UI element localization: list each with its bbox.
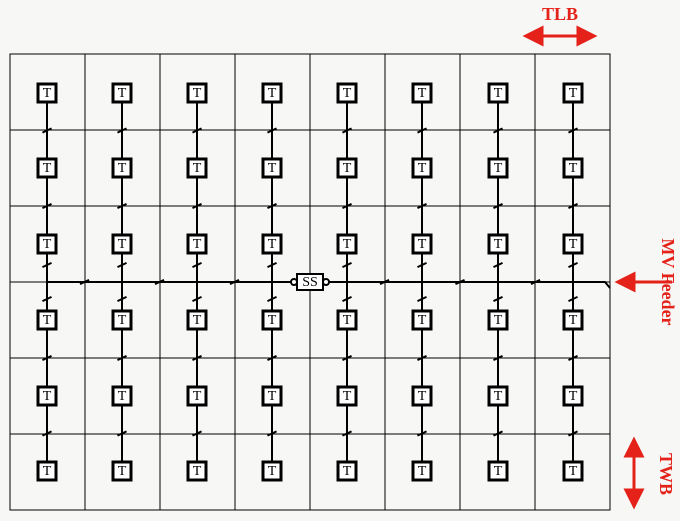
- turbine-label: T: [118, 313, 127, 328]
- turbine-label: T: [343, 464, 352, 479]
- turbine-label: T: [569, 161, 578, 176]
- turbine-label: T: [418, 161, 427, 176]
- turbine-label: T: [569, 389, 578, 404]
- turbine-label: T: [494, 313, 503, 328]
- turbine-label: T: [418, 237, 427, 252]
- turbine-label: T: [494, 161, 503, 176]
- turbine-label: T: [418, 464, 427, 479]
- turbine-label: T: [343, 86, 352, 101]
- turbine-label: T: [569, 86, 578, 101]
- ss-label: SS: [302, 275, 318, 290]
- turbine-label: T: [193, 464, 202, 479]
- turbine-label: T: [268, 313, 277, 328]
- turbine-label: T: [193, 86, 202, 101]
- turbine-label: T: [193, 161, 202, 176]
- turbine-label: T: [569, 464, 578, 479]
- turbine-label: T: [268, 161, 277, 176]
- turbine-label: T: [43, 464, 52, 479]
- turbine-label: T: [343, 161, 352, 176]
- turbine-label: T: [43, 161, 52, 176]
- turbine-label: T: [569, 313, 578, 328]
- turbine-label: T: [494, 237, 503, 252]
- turbine-label: T: [268, 237, 277, 252]
- turbine-label: T: [43, 389, 52, 404]
- turbine-label: T: [494, 389, 503, 404]
- turbine-label: T: [418, 313, 427, 328]
- turbine-label: T: [343, 237, 352, 252]
- turbine-label: T: [43, 86, 52, 101]
- turbine-label: T: [43, 313, 52, 328]
- turbine-label: T: [193, 237, 202, 252]
- turbine-label: T: [43, 237, 52, 252]
- turbine-label: T: [193, 313, 202, 328]
- turbine-label: T: [118, 464, 127, 479]
- turbine-label: T: [268, 464, 277, 479]
- turbine-label: T: [418, 389, 427, 404]
- turbine-label: T: [118, 237, 127, 252]
- turbine-label: T: [268, 86, 277, 101]
- feeder-kink: [573, 282, 610, 288]
- turbine-label: T: [193, 389, 202, 404]
- turbine-label: T: [118, 161, 127, 176]
- turbine-label: T: [494, 86, 503, 101]
- turbine-label: T: [569, 237, 578, 252]
- turbine-label: T: [343, 313, 352, 328]
- turbine-label: T: [418, 86, 427, 101]
- mv-feeder-label: MV Feeder: [658, 238, 678, 325]
- turbine-label: T: [494, 464, 503, 479]
- twb-label: TWB: [656, 453, 676, 495]
- turbine-label: T: [343, 389, 352, 404]
- turbine-label: T: [268, 389, 277, 404]
- tlb-label: TLB: [542, 4, 578, 24]
- turbine-label: T: [118, 86, 127, 101]
- turbine-label: T: [118, 389, 127, 404]
